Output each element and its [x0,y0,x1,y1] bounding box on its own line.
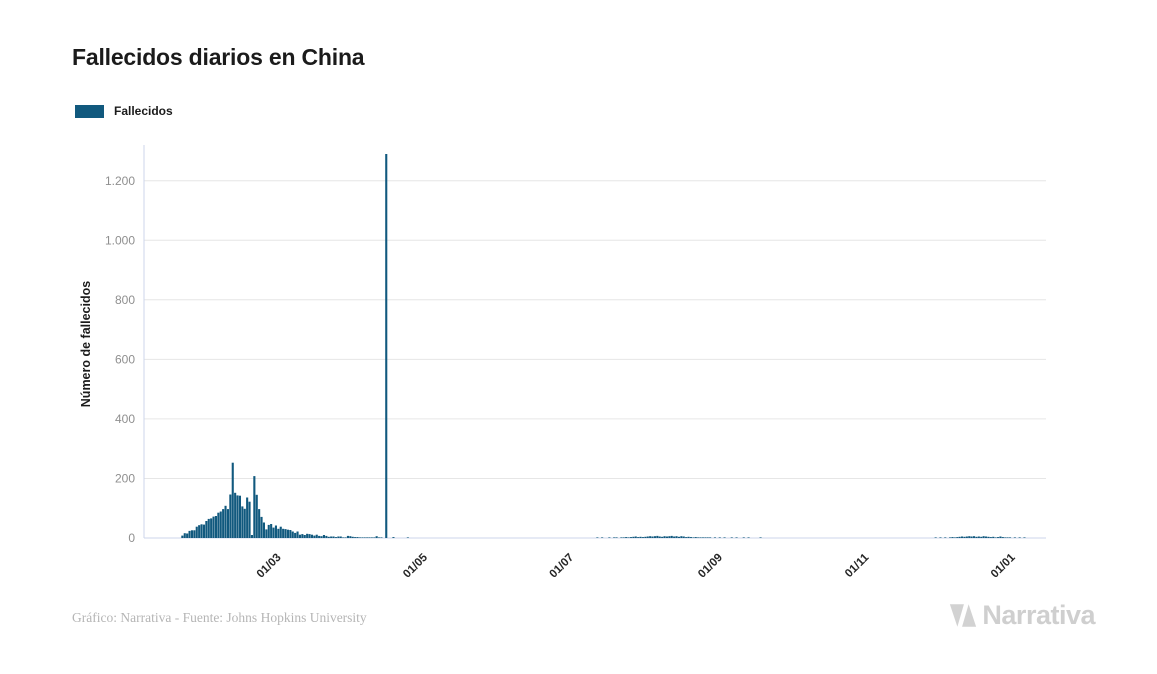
svg-text:200: 200 [115,472,135,486]
svg-text:1.000: 1.000 [105,233,135,247]
svg-text:400: 400 [115,412,135,426]
svg-text:800: 800 [115,293,135,307]
svg-text:01/11: 01/11 [843,551,872,580]
svg-text:0: 0 [128,531,135,545]
svg-text:600: 600 [115,352,135,366]
chart-title: Fallecidos diarios en China [72,44,365,70]
svg-text:1.200: 1.200 [105,174,135,188]
narrativa-logo-text: Narrativa [982,600,1095,630]
legend-item-fallecidos[interactable]: Fallecidos [75,104,173,118]
svg-text:01/05: 01/05 [401,551,430,580]
legend-label: Fallecidos [114,104,173,118]
narrativa-logo-icon [950,604,977,627]
svg-text:01/03: 01/03 [255,552,284,581]
source-credit: Gráfico: Narrativa - Fuente: Johns Hopki… [72,610,367,625]
svg-text:01/09: 01/09 [696,552,725,581]
narrativa-logo: Narrativa [948,600,1095,631]
svg-text:01/07: 01/07 [547,552,576,581]
legend-swatch [75,104,104,118]
svg-text:01/01: 01/01 [989,551,1018,580]
